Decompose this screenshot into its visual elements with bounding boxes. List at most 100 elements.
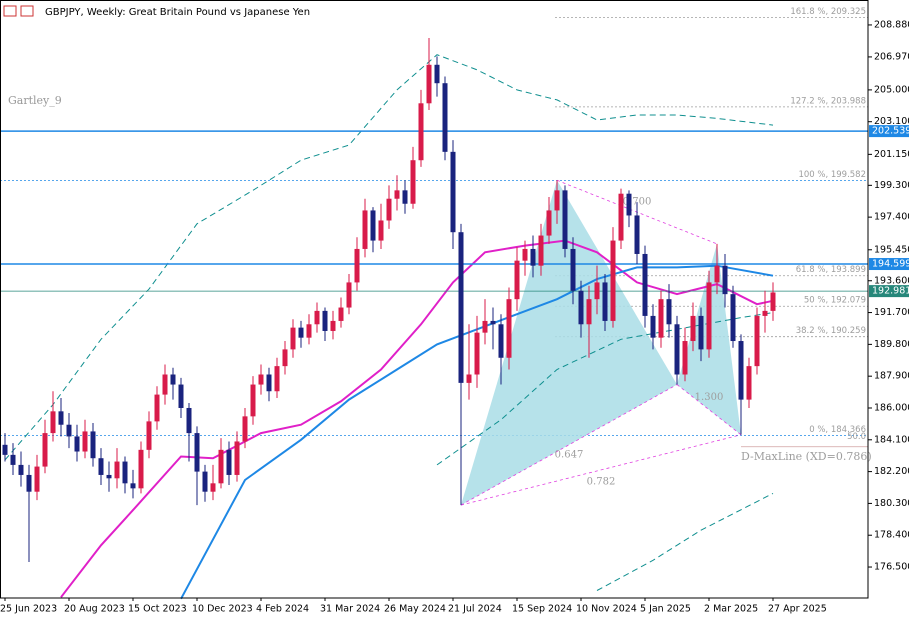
candle-body [362,210,368,249]
price-tag-label: 192.981 [872,286,909,297]
candle-body [298,327,304,338]
candle-body [162,374,168,395]
candle-body [570,248,576,291]
indicator-line [180,264,774,600]
candle-body [74,436,80,452]
candle-body [714,265,720,283]
candle-body [186,407,192,434]
icon [20,5,34,17]
fib-label: 161.8 %, 209.325 [790,7,866,17]
candle-body [626,193,632,216]
candle-body [642,253,648,316]
candle-body [554,190,560,211]
candle-body [634,215,640,254]
candle-body [586,299,592,325]
candle-body [98,458,104,475]
candle-body [226,449,232,475]
candle-body [698,315,704,350]
candle-body [610,240,616,321]
candle-body [466,374,472,383]
candle-body [234,441,240,475]
pattern-triangle [461,180,677,506]
plot-border [0,0,869,599]
pattern-ratio: 0.647 [555,449,584,460]
candle-body [474,332,480,375]
candle-body [450,151,456,233]
x-tick-label: 31 Mar 2024 [320,604,380,615]
y-tick-label: 186.000 [874,402,909,413]
y-tick-label: 176.500 [874,562,909,573]
pattern-line [460,384,678,506]
candle-body [50,411,56,434]
candle-body [282,349,288,367]
candle-body [42,433,48,467]
candle-body [18,464,24,475]
candle-body [122,461,128,484]
fib-label: 38.2 %, 190.259 [796,326,866,336]
x-tick-label: 15 Oct 2023 [128,604,187,615]
x-tick-label: 5 Jan 2025 [640,604,691,615]
candle-body [506,299,512,358]
icon [3,5,17,17]
candle-body [402,190,408,204]
y-tick-label: 195.450 [874,244,909,255]
candle-body [2,444,8,455]
candle-body [442,83,448,152]
candle-body [330,320,336,331]
x-tick-label: 25 Jun 2023 [0,604,57,615]
candle-body [538,235,544,266]
candle-body [210,483,216,492]
y-tick-label: 187.900 [874,371,909,382]
y-tick-label: 208.880 [874,19,909,30]
candle-body [658,299,664,338]
candle-body [202,471,208,492]
candle-body [258,374,264,385]
candle-body [690,315,696,342]
y-tick-label: 199.300 [874,180,909,191]
candle-body [762,310,768,316]
y-tick-label: 197.400 [874,212,909,223]
candle-body [578,290,584,325]
candle-body [306,324,312,338]
price-tag [869,258,909,271]
candle-body [170,374,176,385]
candle-body [666,299,672,325]
candle-body [338,307,344,321]
price-tag [869,125,909,138]
x-tick-label: 15 Sep 2024 [512,604,572,615]
d-maxline-label: D-MaxLine (XD=0.786) [741,450,872,463]
candle-body [522,248,528,261]
candle-body [10,454,16,465]
fib-label: 50 %, 192.079 [804,296,866,306]
candle-body [546,210,552,236]
price-tag [869,285,909,298]
candle-body [370,210,376,241]
candle-body [146,421,152,450]
fib-label: 0 %, 184.366 [809,425,866,435]
y-tick-label: 191.700 [874,307,909,318]
y-tick-label: 205.000 [874,84,909,95]
candle-body [562,190,568,249]
y-tick-label: 189.800 [874,339,909,350]
candle-body [178,384,184,408]
candle-body [674,324,680,375]
candle-body [594,282,600,300]
y-tick-label: 206.970 [874,51,909,62]
pattern-line [460,434,742,506]
level-note: 50.0 [847,432,866,442]
y-tick-label: 180.300 [874,498,909,509]
chart-title: GBPJPY, Weekly: Great Britain Pound vs J… [45,7,310,18]
pattern-ratio: 1.300 [695,392,724,403]
candle-body [218,449,224,484]
candle-body [738,341,744,400]
indicator-line [4,54,774,461]
price-tag-label: 202.539 [872,126,909,137]
candle-body [154,394,160,422]
candle-body [498,324,504,358]
candle-body [650,315,656,338]
x-tick-label: 4 Feb 2024 [256,604,309,615]
candle-body [66,424,72,437]
indicator-label: Gartley_9 [8,94,62,107]
candle-body [602,282,608,321]
